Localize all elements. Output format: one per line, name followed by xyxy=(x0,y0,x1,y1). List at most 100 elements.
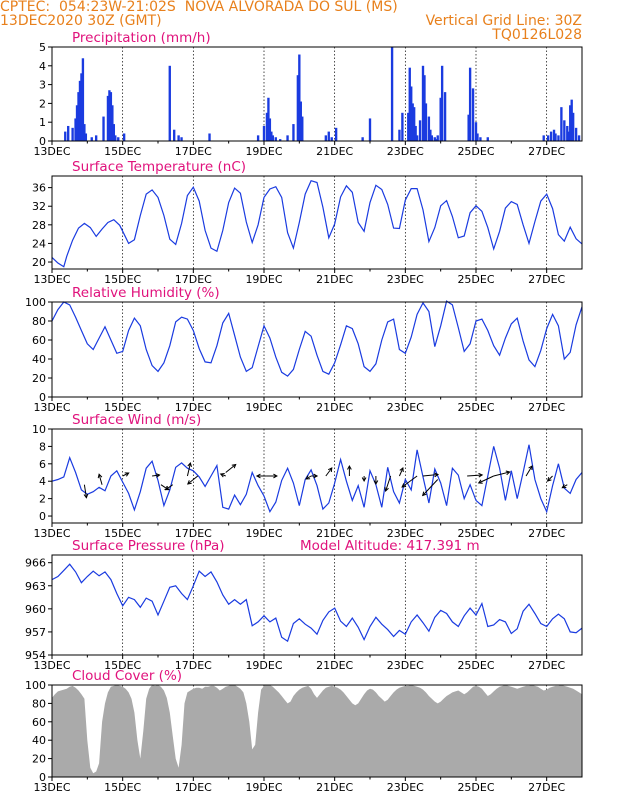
precip-bar xyxy=(401,113,403,141)
precip-bar xyxy=(275,137,277,141)
precip-bar xyxy=(67,126,69,141)
precip-bar xyxy=(64,132,66,141)
precip-bar xyxy=(543,135,545,141)
precip-bar xyxy=(431,135,433,141)
precip-panel xyxy=(48,47,582,145)
wind-ytick-label: 2 xyxy=(39,493,46,506)
precip-bar xyxy=(208,133,210,141)
cloud-ytick-label: 60 xyxy=(32,716,46,729)
rh-title: Relative Humidity (%) xyxy=(72,285,220,301)
precip-ytick-label: 4 xyxy=(39,60,46,73)
temp-ytick-label: 20 xyxy=(32,256,46,269)
precip-bar xyxy=(117,137,119,141)
rh-ytick-label: 20 xyxy=(32,372,46,385)
pres-ytick-label: 963 xyxy=(25,580,46,593)
wind-vector-arrow xyxy=(311,474,317,478)
wind-vector-arrow xyxy=(467,473,482,477)
temp-ytick-label: 24 xyxy=(32,237,46,250)
precip-bar xyxy=(325,135,327,141)
precip-title: Precipitation (mm/h) xyxy=(72,30,211,46)
precip-bar xyxy=(286,135,288,141)
cloud-xtick-label: 15DEC xyxy=(104,781,141,794)
cloud-cover-area xyxy=(52,685,582,777)
precip-ytick-label: 1 xyxy=(39,116,46,129)
precip-bar xyxy=(331,137,333,141)
precip-bar xyxy=(169,66,171,141)
precip-bar xyxy=(547,135,549,141)
precip-bar xyxy=(292,124,294,141)
rh-ytick-label: 100 xyxy=(25,296,46,309)
precip-bar xyxy=(487,137,489,141)
cloud-title: Cloud Cover (%) xyxy=(72,668,182,684)
precip-bar xyxy=(560,107,562,141)
wind-vector-arrow xyxy=(326,468,332,476)
rh-panel xyxy=(48,301,582,401)
precip-ytick-label: 5 xyxy=(39,41,46,54)
precip-bar xyxy=(85,133,87,141)
precip-bar xyxy=(71,128,73,141)
pres-xtick-label: 23DEC xyxy=(387,659,424,672)
model-altitude-label: Model Altitude: 417.391 m xyxy=(300,538,480,554)
temp-ytick-label: 36 xyxy=(32,182,46,195)
precip-bar xyxy=(476,133,478,141)
wind-series-line xyxy=(52,445,582,512)
wind-ytick-label: 4 xyxy=(39,475,46,488)
pres-ytick-label: 957 xyxy=(25,626,46,639)
cloud-xtick-label: 25DEC xyxy=(457,781,494,794)
precip-bar xyxy=(575,128,577,141)
cloud-ytick-label: 100 xyxy=(25,679,46,692)
precip-xtick-label: 19DEC xyxy=(245,145,282,158)
cloud-ytick-label: 0 xyxy=(39,771,46,784)
precip-bar xyxy=(369,118,371,141)
cloud-xtick-label: 23DEC xyxy=(387,781,424,794)
precip-ytick-label: 2 xyxy=(39,97,46,110)
precip-xtick-label: 17DEC xyxy=(175,145,212,158)
precip-bar xyxy=(391,47,393,141)
precip-bar xyxy=(328,132,330,141)
precip-bar xyxy=(419,120,421,141)
wind-vector-arrow xyxy=(257,474,267,478)
pres-xtick-label: 25DEC xyxy=(457,659,494,672)
precip-bar xyxy=(257,135,259,141)
wind-vector-arrow xyxy=(98,474,102,485)
wind-vector-arrow xyxy=(166,485,173,490)
wind-ytick-label: 0 xyxy=(39,510,46,523)
wind-vector-arrow xyxy=(548,476,553,481)
wind-vector-arrow xyxy=(362,476,366,481)
wind-ytick-label: 8 xyxy=(39,440,46,453)
pres-xtick-label: 21DEC xyxy=(316,659,353,672)
rh-ytick-label: 0 xyxy=(39,391,46,404)
rh-xtick-label: 19DEC xyxy=(245,401,282,414)
temp-series-line xyxy=(52,181,582,267)
precip-bar xyxy=(91,137,93,141)
precip-bar xyxy=(550,132,552,141)
pres-xtick-label: 19DEC xyxy=(245,659,282,672)
precip-ytick-label: 0 xyxy=(39,135,46,148)
wind-vector-arrow xyxy=(348,466,352,476)
precip-xtick-label: 23DEC xyxy=(387,145,424,158)
rh-frame xyxy=(52,302,582,397)
precip-bar xyxy=(398,130,400,141)
precip-bar xyxy=(563,120,565,141)
precip-bar xyxy=(177,135,179,141)
precip-bar xyxy=(437,135,439,141)
temp-xtick-label: 21DEC xyxy=(316,273,353,286)
pres-ytick-label: 954 xyxy=(25,649,46,662)
cloud-ytick-label: 80 xyxy=(32,697,46,710)
precip-bar xyxy=(173,130,175,141)
temp-title: Surface Temperature (nC) xyxy=(72,159,246,175)
wind-panel xyxy=(48,429,582,527)
pres-xtick-label: 27DEC xyxy=(528,659,565,672)
rh-ytick-label: 40 xyxy=(32,353,46,366)
cloud-xtick-label: 17DEC xyxy=(175,781,212,794)
precip-xtick-label: 15DEC xyxy=(104,145,141,158)
precip-xtick-label: 25DEC xyxy=(457,145,494,158)
pres-series-line xyxy=(52,564,582,641)
wind-vector-arrow xyxy=(188,476,198,484)
temp-xtick-label: 27DEC xyxy=(528,273,565,286)
precip-bar xyxy=(361,137,363,141)
temp-panel xyxy=(48,176,582,273)
precip-bar xyxy=(335,128,337,141)
precip-bar xyxy=(416,135,418,141)
precip-bar xyxy=(472,88,474,141)
